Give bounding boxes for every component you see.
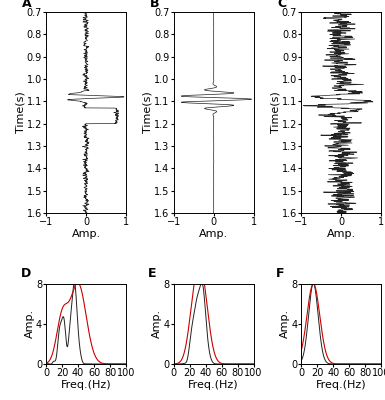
Text: B: B (150, 0, 159, 10)
X-axis label: Amp.: Amp. (72, 229, 100, 239)
Y-axis label: Amp.: Amp. (152, 309, 162, 338)
X-axis label: Amp.: Amp. (199, 229, 228, 239)
X-axis label: Amp.: Amp. (327, 229, 356, 239)
Text: D: D (21, 267, 31, 280)
X-axis label: Freq.(Hz): Freq.(Hz) (61, 380, 111, 390)
Y-axis label: Amp.: Amp. (280, 309, 290, 338)
Text: E: E (148, 267, 157, 280)
Text: F: F (276, 267, 285, 280)
Y-axis label: Time(s): Time(s) (143, 92, 153, 134)
Text: A: A (22, 0, 32, 10)
Text: C: C (278, 0, 286, 10)
X-axis label: Freq.(Hz): Freq.(Hz) (188, 380, 239, 390)
Y-axis label: Time(s): Time(s) (15, 92, 25, 134)
Y-axis label: Time(s): Time(s) (271, 92, 280, 134)
X-axis label: Freq.(Hz): Freq.(Hz) (316, 380, 367, 390)
Y-axis label: Amp.: Amp. (25, 309, 35, 338)
